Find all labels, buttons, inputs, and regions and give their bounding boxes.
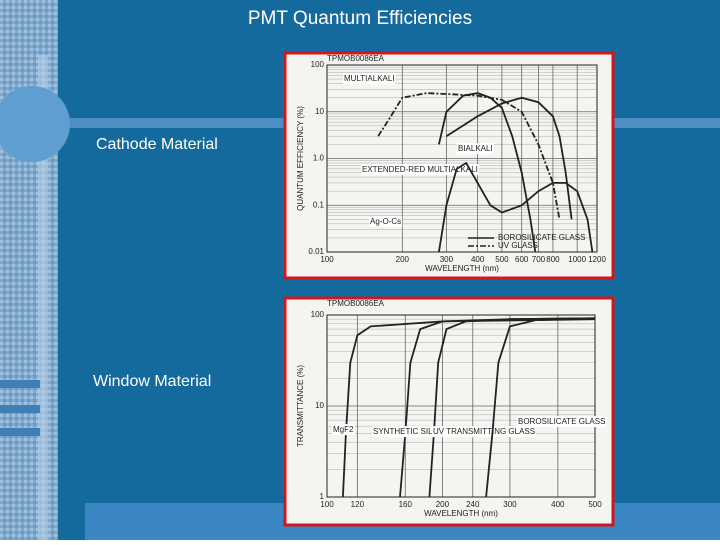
curve-label-bg bbox=[343, 73, 396, 85]
x-tick-label: 400 bbox=[471, 255, 485, 264]
y-tick-label: 0.01 bbox=[308, 247, 324, 256]
curve-label: BIALKALI bbox=[458, 144, 493, 153]
curve-label: SYNTHETIC SILICA bbox=[373, 427, 447, 436]
curve-label: UV TRANSMITTING GLASS bbox=[433, 427, 535, 436]
x-tick-label: 160 bbox=[399, 500, 413, 509]
curve-label-bg bbox=[517, 416, 607, 428]
curve-label: Ag-O-Cs bbox=[370, 217, 401, 226]
x-tick-label: 1200 bbox=[588, 255, 606, 264]
curve-label-bg bbox=[457, 143, 494, 155]
strip-bar bbox=[38, 55, 48, 540]
y-tick-label: 10 bbox=[315, 401, 324, 410]
x-tick-label: 1000 bbox=[568, 255, 586, 264]
y-tick-label: 0.1 bbox=[313, 200, 325, 209]
x-axis-label: WAVELENGTH (nm) bbox=[424, 509, 498, 518]
x-tick-label: 300 bbox=[503, 500, 517, 509]
x-tick-label: 120 bbox=[351, 500, 365, 509]
x-tick-label: 200 bbox=[436, 500, 450, 509]
series-line bbox=[438, 92, 537, 253]
x-tick-label: 200 bbox=[396, 255, 410, 264]
y-axis-label: TRANSMITTANCE (%) bbox=[296, 365, 305, 447]
curve-label-bg bbox=[369, 216, 403, 228]
x-tick-label: 600 bbox=[515, 255, 529, 264]
curve-label: BOROSILICATE GLASS bbox=[518, 417, 605, 426]
x-tick-label: 400 bbox=[551, 500, 565, 509]
section-label: Window Material bbox=[93, 373, 211, 390]
y-tick-label: 100 bbox=[311, 60, 325, 69]
x-tick-label: 500 bbox=[588, 500, 602, 509]
x-tick-label: 100 bbox=[320, 255, 334, 264]
curve-label-bg bbox=[372, 426, 448, 438]
x-tick-label: 300 bbox=[440, 255, 454, 264]
plot-frame bbox=[326, 314, 596, 498]
series-line bbox=[485, 317, 596, 498]
figure-code: TPMOB0086EA bbox=[327, 54, 385, 63]
curve-label: MgF2 bbox=[333, 425, 354, 434]
x-axis-label: WAVELENGTH (nm) bbox=[425, 264, 499, 273]
circle-decoration bbox=[0, 86, 70, 162]
curve-label-bg bbox=[432, 426, 537, 438]
curve-label-bg bbox=[361, 164, 479, 176]
curve-label-bg bbox=[332, 424, 355, 436]
chart-border bbox=[283, 296, 615, 527]
x-tick-label: 240 bbox=[466, 500, 480, 509]
strip-block bbox=[0, 405, 40, 413]
plot-frame bbox=[326, 64, 598, 253]
x-tick-label: 700 bbox=[532, 255, 546, 264]
legend-label: UV GLASS bbox=[498, 241, 538, 250]
y-tick-label: 1 bbox=[320, 492, 325, 501]
slide-title: PMT Quantum Efficiencies bbox=[248, 8, 472, 29]
y-axis-label: QUANTUM EFFICIENCY (%) bbox=[296, 106, 305, 211]
curve-label: MULTIALKALI bbox=[344, 74, 395, 83]
x-tick-label: 100 bbox=[320, 500, 334, 509]
legend-label: BOROSILICATE GLASS bbox=[498, 233, 585, 242]
x-tick-label: 800 bbox=[546, 255, 560, 264]
strip-block bbox=[0, 428, 40, 436]
left-strip bbox=[0, 0, 58, 540]
figure-code: TPMOB0086EA bbox=[327, 299, 385, 308]
section-label: Cathode Material bbox=[96, 136, 218, 153]
series-line bbox=[377, 92, 561, 220]
series-line bbox=[438, 161, 594, 253]
y-tick-label: 10 bbox=[315, 107, 324, 116]
y-tick-label: 1.0 bbox=[313, 154, 325, 163]
y-tick-label: 100 bbox=[311, 310, 325, 319]
x-tick-label: 500 bbox=[495, 255, 509, 264]
curve-label: EXTENDED-RED MULTIALKALI bbox=[362, 165, 478, 174]
series-line bbox=[445, 96, 573, 220]
strip-block bbox=[0, 380, 40, 388]
